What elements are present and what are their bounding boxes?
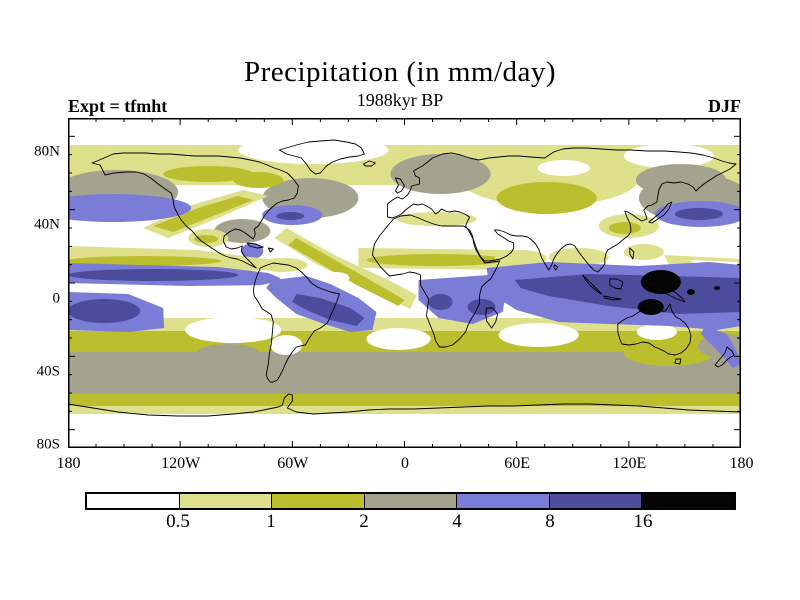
y-axis-tick-label: 0 [52,290,61,307]
colorbar-cell [456,494,549,508]
plot-subtitle: 1988kyr BP [356,90,444,110]
y-axis-tick-label: 80S [36,436,60,453]
precip-field [68,118,741,448]
y-axis-tick-label: 40S [36,363,60,380]
plot-title: Precipitation (in mm/day) [243,56,557,88]
colorbar-tick-label: 2 [359,511,369,532]
colorbar-tick-label: 1 [266,511,276,532]
colorbar-tick-label: 8 [545,511,555,532]
colorbar-tick-label: 0.5 [166,511,190,532]
map-frame [68,118,741,448]
colorbar [85,492,736,510]
colorbar-cell [363,494,457,508]
colorbar-cell [548,494,642,508]
precipitation-map [68,118,741,448]
x-axis-tick-label: 60E [504,455,531,472]
x-axis-tick-label: 180 [56,455,81,472]
colorbar-tick-label: 16 [633,511,653,532]
colorbar-cell [178,494,272,508]
colorbar-tick-label: 4 [452,511,462,532]
colorbar-cell [641,494,735,508]
x-axis-tick-label: 0 [401,455,409,472]
colorbar-cell [271,494,364,508]
x-axis-tick-label: 180 [729,455,754,472]
experiment-label: Expt = tfmht [68,96,168,116]
y-axis-tick-label: 40N [34,216,60,233]
x-axis-tick-label: 120W [161,455,201,472]
colorbar-cell [87,494,179,508]
season-label: DJF [708,96,741,116]
coastlines [68,139,741,417]
x-axis-tick-label: 60W [277,455,309,472]
y-axis-tick-label: 80N [34,143,60,160]
x-axis-tick-label: 120E [612,455,647,472]
